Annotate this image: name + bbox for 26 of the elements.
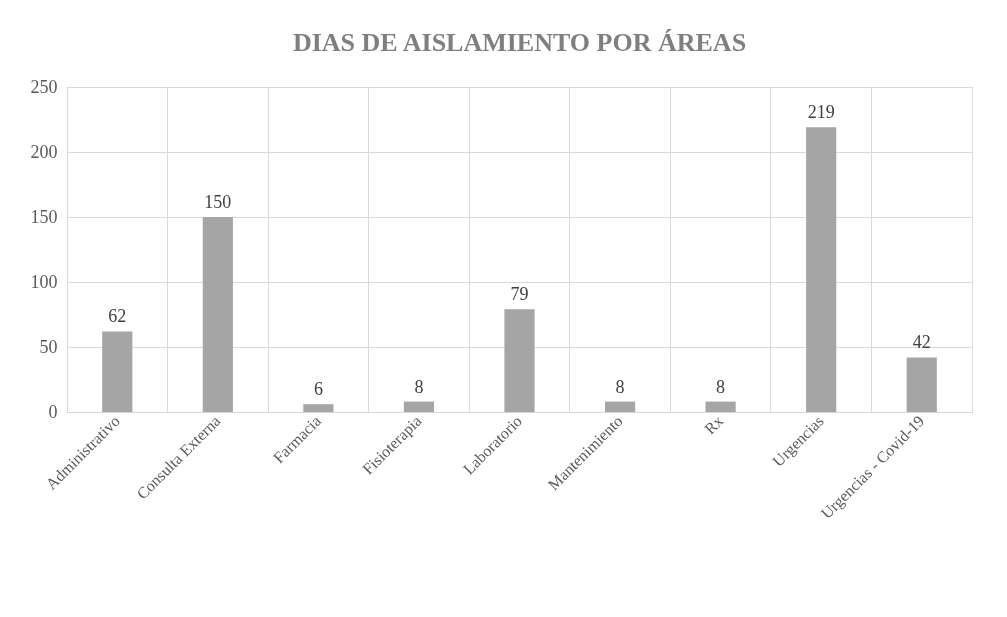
bar [806,127,837,412]
data-label: 8 [716,376,726,397]
data-label: 150 [204,192,232,212]
bar [102,331,133,412]
bar [403,401,435,412]
data-label: 8 [414,376,424,397]
chart-title: DIAS DE AISLAMIENTO POR ÁREAS [292,28,747,57]
data-label: 6 [313,379,323,400]
y-tick-label: 0 [48,401,58,422]
bar [202,217,233,412]
y-tick-label: 50 [39,336,58,357]
data-label: 42 [912,332,931,353]
bar [604,401,636,412]
y-tick-label: 100 [30,271,58,292]
bar [705,401,736,412]
data-label: 8 [615,376,625,397]
data-label: 62 [108,306,127,327]
y-tick-label: 200 [30,141,58,162]
y-tick-label: 150 [30,206,58,227]
y-tick-label: 250 [30,76,58,97]
bar [906,357,937,412]
x-tick-label: Rx [701,412,727,438]
data-label: 79 [510,284,529,305]
bar [303,404,334,412]
data-label: 219 [807,102,835,123]
bar [504,309,535,412]
